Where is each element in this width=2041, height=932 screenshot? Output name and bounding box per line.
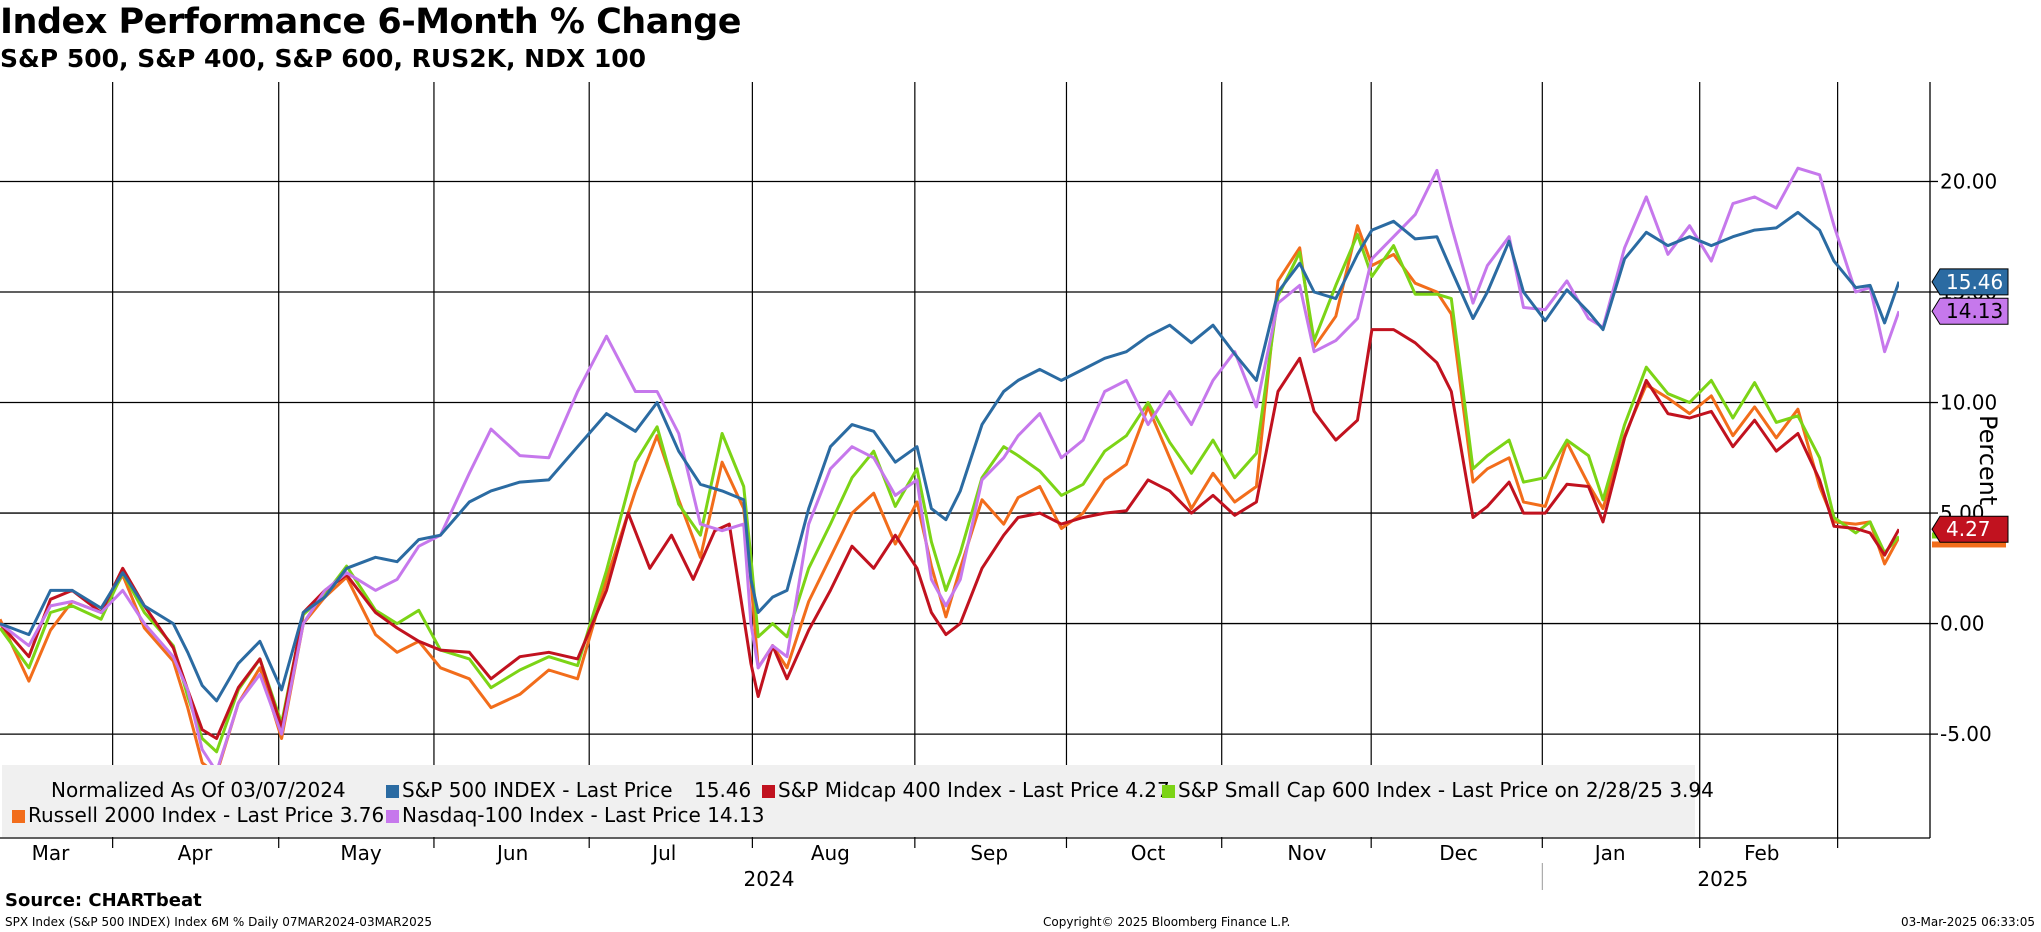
x-month-label: Aug [811,841,850,865]
footer-timestamp: 03-Mar-2025 06:33:05 [1900,915,2035,929]
price-tag-box [1931,515,2009,543]
legend-item-rus2k: Russell 2000 Index - Last Price 3.76 [12,803,384,827]
legend-item-sml600: S&P Small Cap 600 Index - Last Price on … [1162,778,1714,802]
price-tag-box [1931,268,2009,296]
price-tag-box [1931,297,2009,325]
legend-item-label: Russell 2000 Index - Last Price [28,803,334,827]
y-tick-label: 20.00 [1940,169,1997,193]
legend-swatch [1162,785,1175,798]
x-month-label: Jul [650,841,676,865]
series-line [0,210,1899,703]
x-month-label: Sep [970,841,1008,865]
legend-item-ndx: Nasdaq-100 Index - Last Price 14.13 [386,803,764,827]
y-tick-label: 10.00 [1940,391,1997,415]
price-tag-label: 4.27 [1946,517,1991,541]
x-year-label: 2025 [1697,867,1748,891]
y-axis-title: Percent [1974,415,2002,506]
legend-item-value: 3.76 [339,803,385,827]
y-tick-label: 0.00 [1940,612,1985,636]
price-tag-label: 14.13 [1946,299,2003,323]
legend-item-spx: S&P 500 INDEX - Last Price [386,778,673,802]
y-tick-label: -5.00 [1940,722,1992,746]
legend-item-value: 3.94 [1669,778,1714,802]
chart-subtitle: S&P 500, S&P 400, S&P 600, RUS2K, NDX 10… [0,44,647,73]
legend-item-label: Nasdaq-100 Index - Last Price [402,803,701,827]
x-month-label: Apr [178,841,213,865]
footer-copyright: Copyright© 2025 Bloomberg Finance L.P. [1043,915,1291,929]
legend-swatch [386,810,399,823]
x-month-label: Jan [1593,841,1626,865]
x-month-label: Nov [1287,841,1326,865]
series-lines [0,166,1899,776]
legend-item-mid400: S&P Midcap 400 Index - Last Price 4.27 [762,778,1170,802]
x-month-label: Oct [1131,841,1166,865]
x-month-label: Jun [495,841,528,865]
last-price-tags: 15.46 14.13 4.27 [1931,268,2009,548]
legend-normalized-note: Normalized As Of 03/07/2024 [51,778,346,802]
legend-item-value: 14.13 [707,803,765,827]
legend-item-label: S&P Small Cap 600 Index - Last Price on … [1178,778,1663,802]
legend-item-spx-value: 15.46 [694,778,752,802]
stacked-price-tag [1932,541,2006,548]
grid-lines [0,82,1930,838]
chart-legend: Normalized As Of 03/07/2024 S&P 500 INDE… [2,765,1714,837]
x-year-label: 2024 [744,867,795,891]
price-tag-label: 15.46 [1946,270,2003,294]
source-note: Source: CHARTbeat [5,890,202,911]
x-month-label: Feb [1744,841,1779,865]
legend-swatch [762,785,775,798]
legend-swatch [12,810,25,823]
series-line [0,224,1899,776]
chart-title: Index Performance 6-Month % Change [0,2,742,42]
x-month-label: May [340,841,382,865]
x-axis: Mar Apr May Jun Jul Aug Sep Oct Nov Dec Jan Feb 2024… [0,837,1930,891]
x-month-label: Mar [32,841,71,865]
footer-series-info: SPX Index (S&P 500 INDEX) Index 6M % Dai… [5,915,433,929]
x-month-label: Dec [1439,841,1478,865]
legend-item-label: S&P 500 INDEX - Last Price [402,778,673,802]
legend-swatch [386,785,399,798]
legend-item-label: S&P Midcap 400 Index - Last Price [778,778,1119,802]
